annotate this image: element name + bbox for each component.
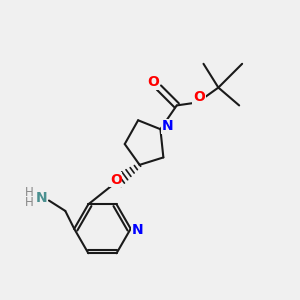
- Text: O: O: [193, 90, 205, 104]
- Text: H: H: [25, 186, 34, 199]
- Text: H: H: [25, 196, 34, 209]
- Text: N: N: [131, 223, 143, 237]
- Text: N: N: [36, 190, 47, 205]
- Text: O: O: [110, 173, 122, 187]
- Text: O: O: [147, 75, 159, 89]
- Text: N: N: [162, 119, 174, 133]
